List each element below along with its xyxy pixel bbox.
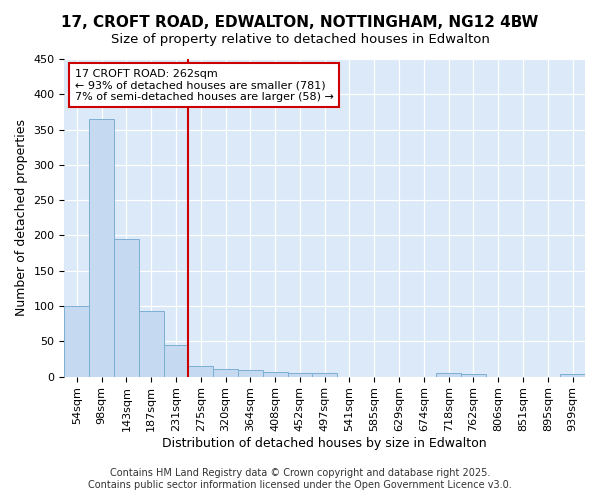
Bar [213,369,238,376]
Bar [461,374,486,376]
Text: Contains HM Land Registry data © Crown copyright and database right 2025.
Contai: Contains HM Land Registry data © Crown c… [88,468,512,490]
Bar [287,373,313,376]
Text: 17 CROFT ROAD: 262sqm
← 93% of detached houses are smaller (781)
7% of semi-deta: 17 CROFT ROAD: 262sqm ← 93% of detached … [75,68,334,102]
X-axis label: Distribution of detached houses by size in Edwalton: Distribution of detached houses by size … [163,437,487,450]
Bar [89,119,114,376]
Bar [164,345,188,376]
Bar [188,366,213,376]
Bar [139,311,164,376]
Y-axis label: Number of detached properties: Number of detached properties [15,120,28,316]
Bar [114,239,139,376]
Bar [313,373,337,376]
Bar [560,374,585,376]
Bar [263,372,287,376]
Text: 17, CROFT ROAD, EDWALTON, NOTTINGHAM, NG12 4BW: 17, CROFT ROAD, EDWALTON, NOTTINGHAM, NG… [61,15,539,30]
Bar [238,370,263,376]
Bar [64,306,89,376]
Bar [436,373,461,376]
Text: Size of property relative to detached houses in Edwalton: Size of property relative to detached ho… [110,32,490,46]
